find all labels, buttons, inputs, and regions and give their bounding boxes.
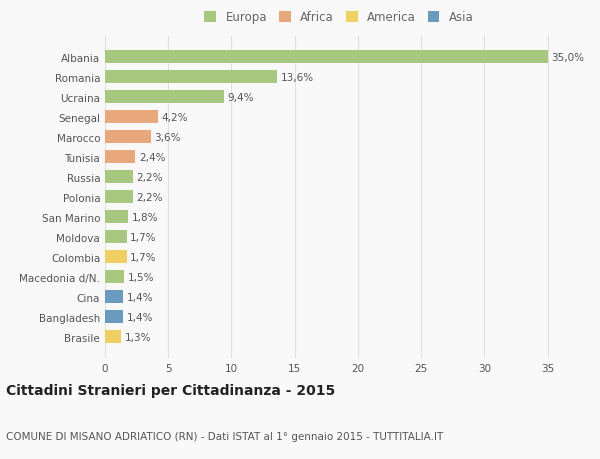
Bar [105,271,124,284]
Text: 1,4%: 1,4% [127,292,153,302]
Text: 1,4%: 1,4% [127,312,153,322]
Text: 1,8%: 1,8% [131,213,158,222]
Text: 2,2%: 2,2% [137,192,163,202]
Bar [105,211,128,224]
Text: 13,6%: 13,6% [281,73,314,83]
Bar [105,171,133,184]
Bar [105,51,548,64]
Bar [105,231,127,244]
Text: 2,4%: 2,4% [139,152,166,162]
Bar [105,251,127,263]
Text: 9,4%: 9,4% [227,93,254,103]
Text: 1,7%: 1,7% [130,252,157,262]
Text: 1,7%: 1,7% [130,232,157,242]
Text: 35,0%: 35,0% [551,53,584,63]
Bar [105,151,136,164]
Text: 1,3%: 1,3% [125,332,152,342]
Bar [105,71,277,84]
Bar [105,311,123,324]
Text: 2,2%: 2,2% [137,173,163,182]
Bar [105,291,123,303]
Bar [105,191,133,204]
Bar [105,111,158,124]
Text: Cittadini Stranieri per Cittadinanza - 2015: Cittadini Stranieri per Cittadinanza - 2… [6,383,335,397]
Bar [105,131,151,144]
Text: 4,2%: 4,2% [162,112,188,123]
Text: 1,5%: 1,5% [128,272,154,282]
Text: COMUNE DI MISANO ADRIATICO (RN) - Dati ISTAT al 1° gennaio 2015 - TUTTITALIA.IT: COMUNE DI MISANO ADRIATICO (RN) - Dati I… [6,431,443,441]
Bar [105,330,121,343]
Text: 3,6%: 3,6% [154,133,181,143]
Bar [105,91,224,104]
Legend: Europa, Africa, America, Asia: Europa, Africa, America, Asia [205,11,473,24]
